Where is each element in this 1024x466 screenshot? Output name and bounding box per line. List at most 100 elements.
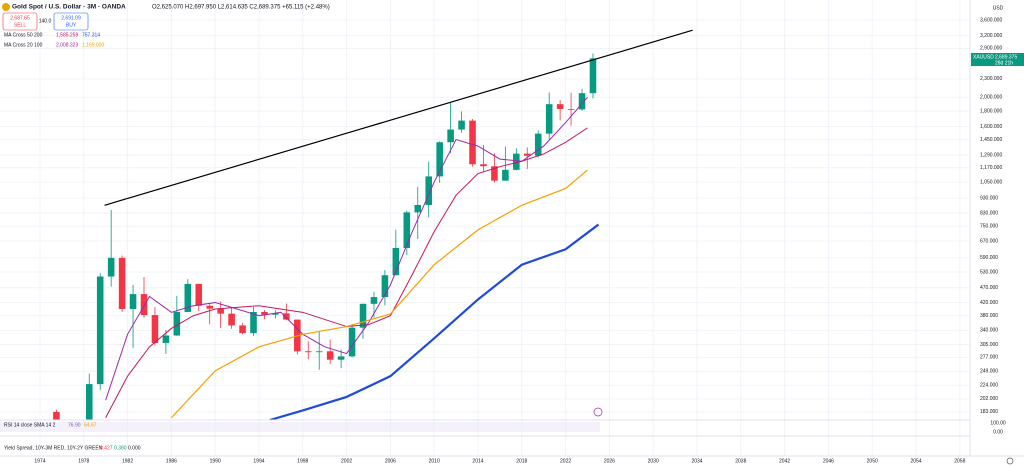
y-tick-label: 1,170.000	[980, 165, 1002, 171]
candle-body	[589, 58, 597, 94]
y-tick-label: 340.000	[980, 328, 998, 334]
candle-body	[250, 311, 257, 334]
x-tick-label: 2010	[429, 458, 440, 464]
y-tick-label: 1,600.000	[980, 124, 1002, 130]
yield-reading: 0.427	[100, 445, 113, 451]
candle-body	[173, 311, 181, 336]
x-tick-label: 1990	[210, 458, 221, 464]
y-tick-label: 1,050.000	[980, 179, 1002, 185]
y-tick-label: 2,900.000	[980, 46, 1002, 52]
moving-average	[269, 223, 600, 420]
indicator-reading: 757.314	[82, 32, 100, 38]
y-tick-label: 249.000	[980, 369, 998, 375]
candle-body	[228, 313, 235, 326]
currency: USD	[993, 5, 1004, 11]
rsi-axis-label: 0.00	[993, 429, 1003, 435]
y-tick-label: 830.000	[980, 210, 998, 216]
y-tick-label: 670.000	[980, 238, 998, 244]
candle-body	[206, 305, 213, 309]
candle-body	[414, 204, 422, 213]
candle-body	[523, 153, 531, 156]
indicator-name: MA Cross 20 100	[4, 42, 43, 48]
candle-body	[337, 356, 345, 360]
x-tick-label: 2002	[341, 458, 352, 464]
x-tick-label: 2026	[604, 458, 615, 464]
y-tick-label: 380.000	[980, 313, 998, 319]
y-tick-label: 277.000	[980, 355, 998, 361]
y-tick-label: 305.000	[980, 342, 998, 348]
x-tick-label: 1986	[166, 458, 177, 464]
indicator-reading: 1,169.000	[82, 42, 104, 48]
indicator-reading: 1,585.259	[56, 32, 78, 38]
trendline	[104, 29, 693, 206]
candle-body	[195, 283, 203, 306]
x-tick-label: 2018	[516, 458, 527, 464]
candle-body	[140, 294, 148, 316]
price-tag-symbol: XAUUSD	[973, 54, 994, 60]
event-icon[interactable]	[593, 407, 603, 417]
ui: Gold Spot / U.S. Dollar · 3M · OANDA O2,…	[2, 3, 1024, 465]
candle-body	[392, 247, 400, 276]
x-tick-label: 1974	[34, 458, 45, 464]
quote: O2,625.070 H2,697.950 L2,614.635 C2,689.…	[152, 5, 330, 11]
rsi-band	[0, 422, 600, 432]
x-tick-label: 2014	[472, 458, 483, 464]
y-tick-label: 2,000.000	[980, 95, 1002, 101]
moving-average	[105, 96, 588, 401]
buy-label: BUY	[66, 22, 77, 28]
price-tag-price: 2,689.375	[995, 54, 1017, 60]
candle-body	[545, 104, 553, 134]
candle-body	[53, 411, 60, 420]
moving-average	[105, 127, 588, 418]
rsi-reading: 64.67	[84, 422, 97, 428]
candle-body	[151, 315, 159, 343]
candle-body	[447, 129, 454, 143]
plot-area	[53, 29, 693, 420]
y-tick-label: 750.000	[980, 224, 998, 230]
candle-body	[567, 109, 575, 110]
candle-body	[129, 294, 137, 309]
price-tag-countdown: 28d 21h	[995, 60, 1013, 66]
candle-body	[359, 303, 367, 328]
x-tick-label: 2054	[910, 458, 921, 464]
y-tick-label: 1,800.000	[980, 108, 1002, 114]
candle-body	[85, 384, 93, 420]
candle-body	[436, 142, 443, 177]
y-tick-label: 590.000	[980, 255, 998, 261]
rsi-axis-label: 100.00	[990, 420, 1006, 426]
x-tick-label: 1998	[297, 458, 308, 464]
y-tick-label: 930.000	[980, 195, 998, 201]
candle-body	[556, 104, 564, 110]
y-tick-label: 224.000	[980, 383, 998, 389]
sell-price: 2,687.65	[10, 15, 30, 21]
y-tick-label: 202.000	[980, 396, 998, 402]
candle-body	[381, 275, 389, 298]
candle-body	[403, 212, 411, 248]
yield-reading: 0.000	[128, 445, 141, 451]
candle-body	[534, 133, 542, 156]
rsi-reading: 76.90	[68, 422, 81, 428]
yield-label: Yield Spread, 10Y-3M RED, 10Y-2Y GREEN	[4, 445, 103, 451]
x-tick-label: 2038	[735, 458, 746, 464]
symbol-icon	[2, 3, 10, 11]
y-tick-label: 2,300.000	[980, 76, 1002, 82]
y-tick-label: 470.000	[980, 285, 998, 291]
buy-price: 2,691.09	[61, 15, 81, 21]
candle-body	[107, 257, 115, 277]
x-tick-label: 1994	[253, 458, 264, 464]
x-tick-label: 2022	[560, 458, 571, 464]
x-tick-label: 2034	[691, 458, 702, 464]
candle-body	[315, 351, 323, 353]
indicator-name: MA Cross 50 200	[4, 32, 43, 38]
spread: 140.0	[39, 18, 52, 24]
candle-body	[162, 335, 170, 343]
sell-button[interactable]	[2, 12, 38, 31]
buy-button[interactable]	[53, 12, 89, 31]
candle-body	[491, 166, 498, 181]
candle-body	[239, 325, 246, 334]
settings-icon[interactable]	[1006, 457, 1014, 465]
indicator-reading: 2,008.323	[56, 42, 78, 48]
candle-body	[480, 164, 487, 167]
